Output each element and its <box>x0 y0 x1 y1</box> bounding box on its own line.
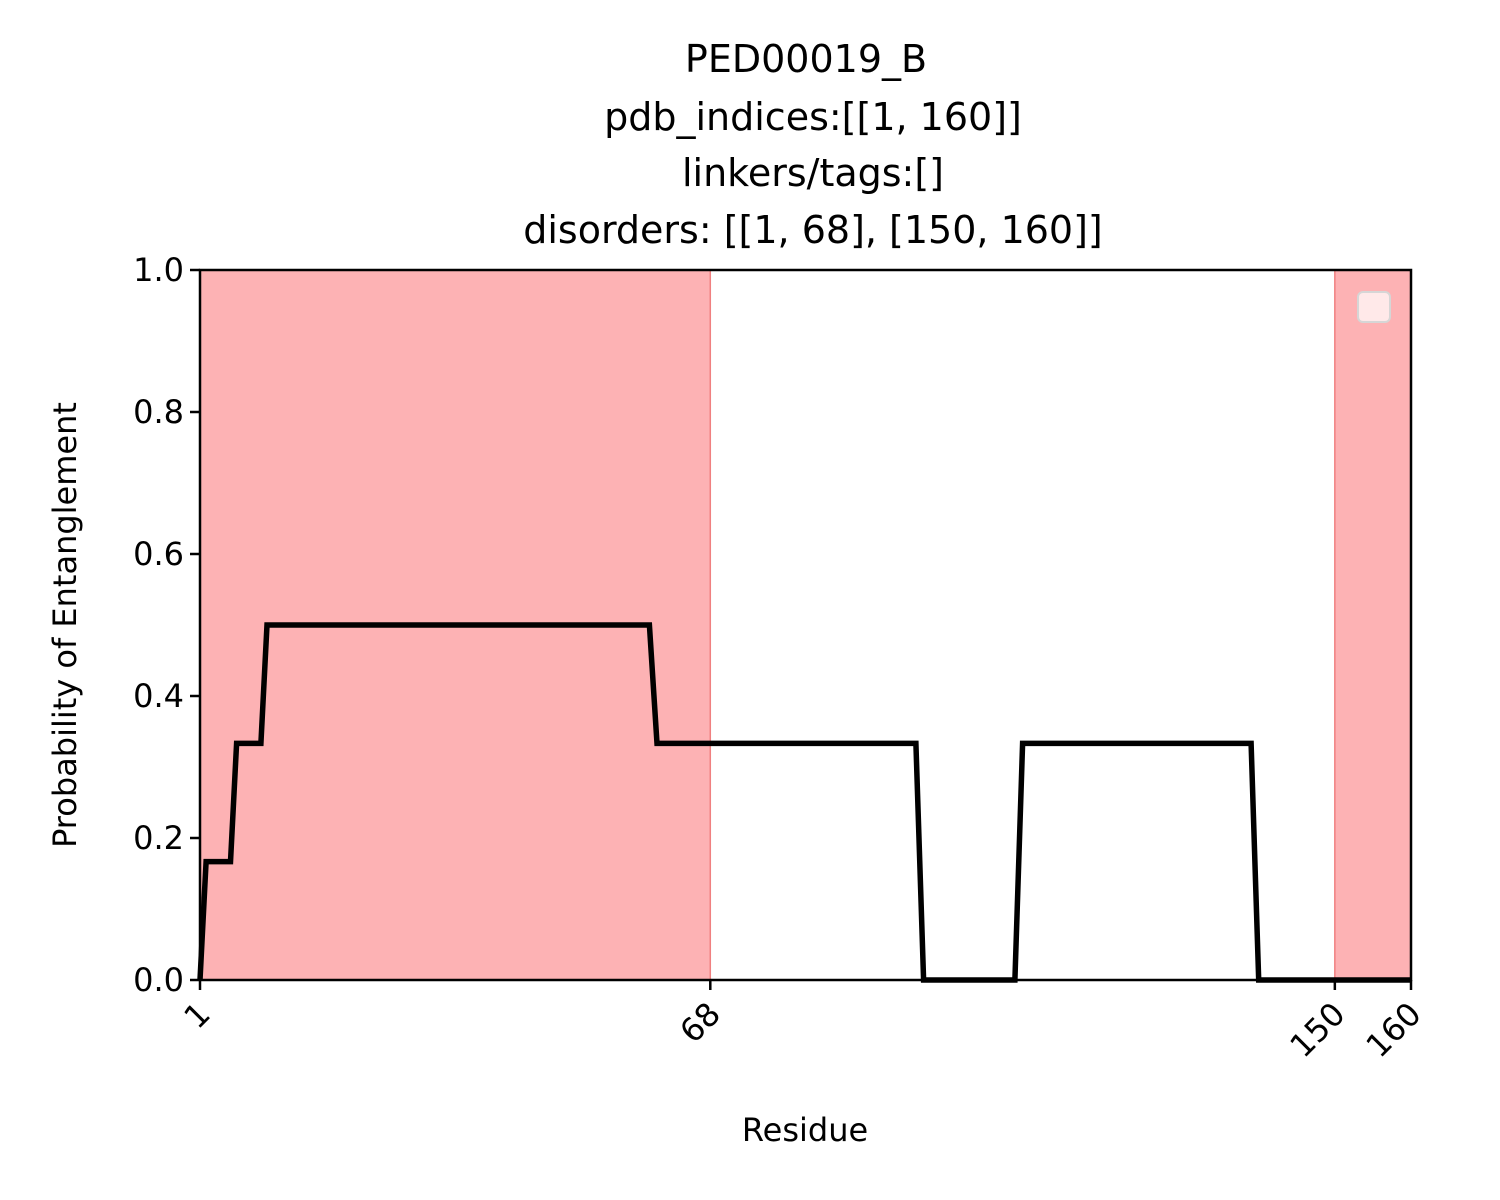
y-tick-label-0.0: 0.0 <box>133 961 184 999</box>
x-tick-label-68: 68 <box>672 995 728 1051</box>
chart-title: PED00019_B pdb_indices:[[1, 160]] linker… <box>523 37 1103 252</box>
series-line-1 <box>197 622 1411 983</box>
y-tick-label-0.8: 0.8 <box>133 393 184 431</box>
legend <box>1357 291 1391 323</box>
title-line-4: disorders: [[1, 68], [150, 160]] <box>523 208 1103 252</box>
title-line-1: PED00019_B <box>685 37 927 81</box>
series-layer <box>197 622 1411 983</box>
legend-box <box>1357 291 1391 323</box>
title-line-3: linkers/tags:[] <box>682 151 944 195</box>
y-axis-label: Probability of Entanglement <box>46 402 84 848</box>
title-line-2: pdb_indices:[[1, 160]] <box>604 95 1022 139</box>
x-tick-label-150: 150 <box>1282 995 1352 1065</box>
y-tick-label-0.6: 0.6 <box>133 535 184 573</box>
x-axis-ticks: 1 68 150 160 <box>176 980 1429 1065</box>
x-axis-label: Residue <box>742 1111 868 1149</box>
y-tick-label-0.2: 0.2 <box>133 819 184 857</box>
x-tick-label-160: 160 <box>1359 995 1429 1065</box>
plot-frame <box>198 268 1413 982</box>
y-tick-label-0.4: 0.4 <box>133 677 184 715</box>
disorder-region-2 <box>1334 269 1412 981</box>
y-tick-label-1.0: 1.0 <box>133 251 184 289</box>
y-axis-ticks: 0.0 0.2 0.4 0.6 0.8 1.0 <box>133 251 200 999</box>
x-tick-label-1: 1 <box>176 995 217 1036</box>
